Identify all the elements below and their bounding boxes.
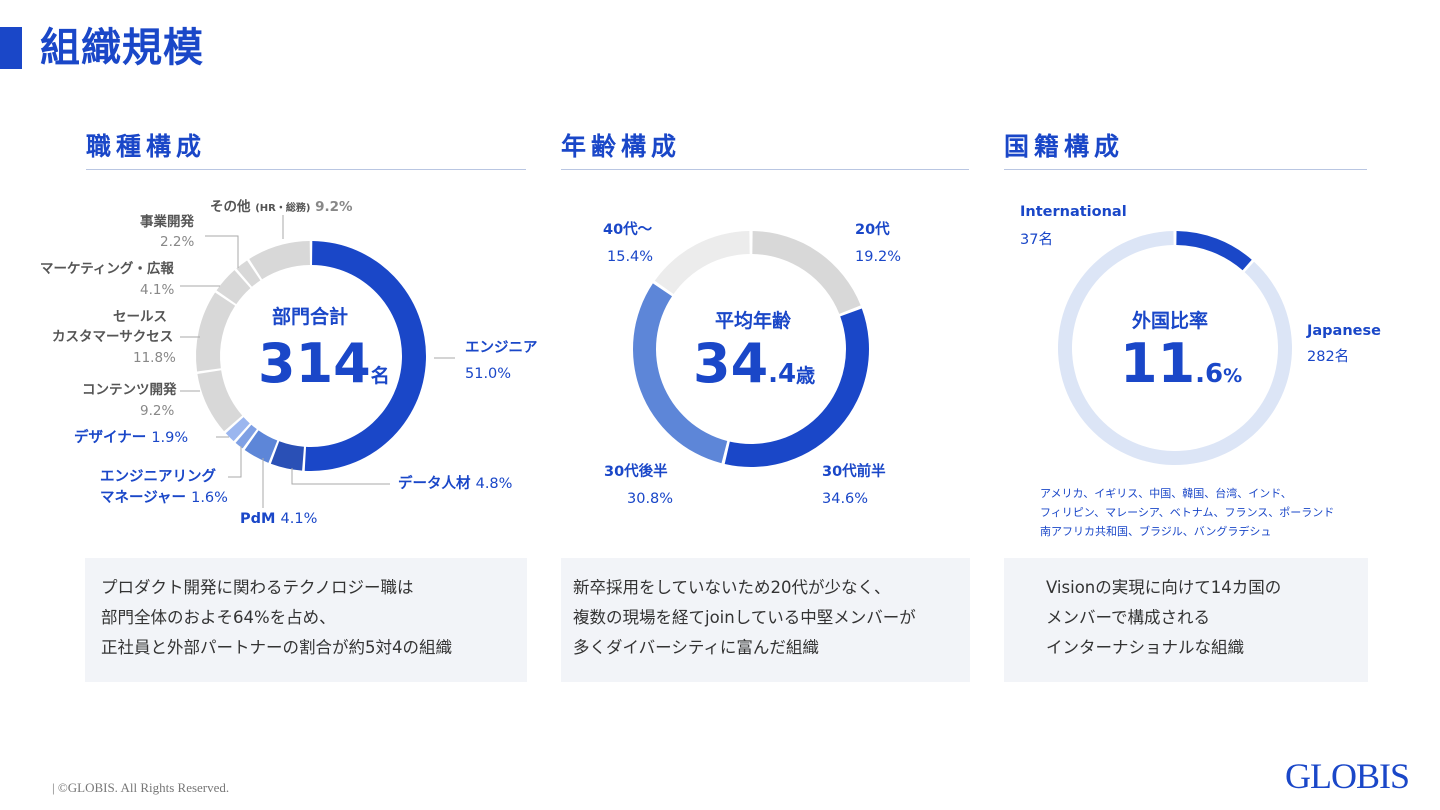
- donut-slice: [197, 370, 243, 432]
- donut-slice: [654, 231, 750, 295]
- label-30s-early: 30代前半: [822, 464, 886, 480]
- donut-slice: [724, 308, 869, 467]
- copyright: | ©GLOBIS. All Rights Reserved.: [52, 780, 230, 795]
- donut-slice: [225, 417, 250, 442]
- donut-slice: [235, 424, 257, 449]
- label-data: データ人材 4.8%: [398, 476, 513, 492]
- section-heading-nationality: 国籍構成: [1004, 132, 1125, 161]
- page-title: 組織規模: [40, 25, 204, 71]
- description-line: 正社員と外部パートナーの割合が約5対4の組織: [101, 638, 452, 657]
- nat-center-label: 外国比率: [1131, 310, 1208, 332]
- pct-mkt: 4.1%: [140, 282, 175, 298]
- title-accent-bar: [0, 27, 22, 69]
- label-sales-2: カスタマーサクセス: [52, 329, 174, 345]
- donut-slice: [216, 270, 251, 305]
- description-line: 複数の現場を経てjoinしている中堅メンバーが: [573, 608, 916, 627]
- label-30s-late: 30代後半: [604, 464, 668, 480]
- label-content: コンテンツ開発: [82, 382, 177, 398]
- description-line: メンバーで構成される: [1046, 608, 1211, 627]
- section-divider: [1004, 169, 1367, 170]
- donut-slice: [270, 441, 304, 471]
- donut-slice: [304, 241, 426, 471]
- label-em-1: エンジニアリング: [100, 469, 216, 485]
- donut-slice: [1176, 231, 1252, 271]
- label-mkt: マーケティング・広報: [40, 261, 174, 277]
- donut-chart-age: [632, 231, 869, 467]
- description-line: インターナショナルな組織: [1046, 638, 1244, 657]
- donut-slice: [752, 231, 861, 314]
- donut-slice: [249, 241, 310, 280]
- donut-slice: [236, 260, 261, 287]
- pct-40s: 15.4%: [607, 249, 654, 265]
- description-box-age: 新卒採用をしていないため20代が少なく、 複数の現場を経てjoinしている中堅メ…: [561, 558, 970, 682]
- pct-sales: 11.8%: [133, 350, 176, 366]
- country-line: 南アフリカ共和国、ブラジル、バングラデシュ: [1040, 525, 1272, 538]
- description-line: プロダクト開発に関わるテクノロジー職は: [101, 578, 414, 597]
- donut-chart-nationality: [1058, 231, 1293, 466]
- label-designer: デザイナー 1.9%: [74, 430, 189, 446]
- globis-logo: GLOBIS: [1285, 756, 1410, 796]
- leader-line-data: [291, 468, 390, 485]
- description-line: 新卒採用をしていないため20代が少なく、: [573, 578, 891, 597]
- pct-content: 9.2%: [140, 403, 175, 419]
- donut-slice: [196, 292, 236, 372]
- donut-chart-job: [196, 241, 426, 471]
- description-line: 部門全体のおよそ64%を占め、: [101, 608, 336, 627]
- count-japanese: 282名: [1307, 349, 1350, 365]
- count-international: 37名: [1020, 232, 1053, 248]
- leader-line-biz: [205, 235, 239, 268]
- section-divider: [86, 169, 526, 170]
- label-japanese: Japanese: [1307, 323, 1381, 339]
- pct-30s-late: 30.8%: [627, 491, 674, 507]
- country-list: アメリカ、イギリス、中国、韓国、台湾、インド、 フィリピン、マレーシア、ベトナム…: [1040, 484, 1334, 541]
- nat-center-value: 11.6%: [1120, 332, 1243, 395]
- age-center-label: 平均年齢: [714, 310, 791, 332]
- job-center-label: 部門合計: [271, 306, 348, 328]
- pct-engineer: 51.0%: [465, 366, 512, 382]
- label-40s: 40代〜: [603, 222, 653, 238]
- label-biz: 事業開発: [140, 214, 194, 230]
- label-engineer: エンジニア: [465, 340, 538, 356]
- description-line: Visionの実現に向けて14カ国の: [1046, 578, 1282, 597]
- donut-slice: [632, 283, 728, 464]
- pct-30s-early: 34.6%: [822, 491, 869, 507]
- description-line: 多くダイバーシティに富んだ組織: [573, 638, 819, 657]
- description-box-job: プロダクト開発に関わるテクノロジー職は 部門全体のおよそ64%を占め、 正社員と…: [85, 558, 527, 682]
- job-center-value: 314名: [258, 332, 390, 395]
- pct-biz: 2.2%: [160, 234, 195, 250]
- pct-20s: 19.2%: [855, 249, 902, 265]
- label-sales-1: セールス: [113, 309, 167, 325]
- country-line: フィリピン、マレーシア、ベトナム、フランス、ポーランド: [1040, 506, 1335, 519]
- donut-slice: [244, 430, 278, 463]
- label-20s: 20代: [855, 222, 890, 238]
- label-em-2: マネージャー 1.6%: [100, 490, 228, 506]
- country-line: アメリカ、イギリス、中国、韓国、台湾、インド、: [1040, 487, 1292, 500]
- description-box-nationality: Visionの実現に向けて14カ国の メンバーで構成される インターナショナルな…: [1004, 558, 1368, 682]
- label-pdm: PdM 4.1%: [240, 511, 318, 527]
- label-other: その他 (HR・総務) 9.2%: [210, 199, 353, 215]
- section-divider: [561, 169, 969, 170]
- label-international: International: [1020, 204, 1127, 220]
- section-heading-age: 年齢構成: [561, 132, 682, 161]
- section-heading-job: 職種構成: [86, 132, 207, 161]
- label-leader-lines: [180, 215, 455, 508]
- leader-line-em: [228, 446, 242, 478]
- age-center-value: 34.4歳: [693, 332, 816, 395]
